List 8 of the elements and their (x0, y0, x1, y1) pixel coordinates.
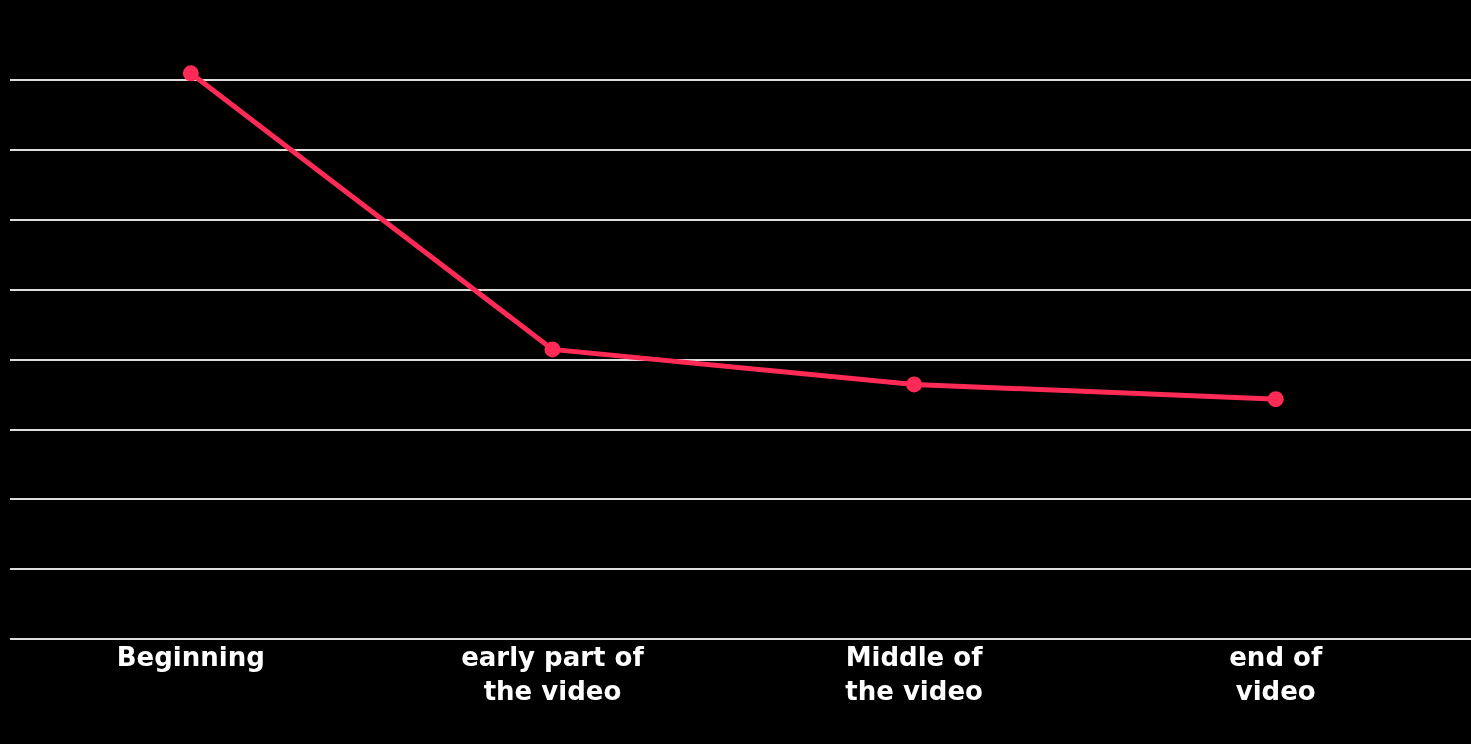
point (906, 376, 923, 393)
x-tick-label: Middle of the video (845, 642, 984, 706)
point (1267, 391, 1284, 408)
point (182, 65, 199, 82)
x-tick-label: early part of the video (461, 642, 645, 706)
x-tick-label: end of video (1229, 642, 1323, 706)
x-tick-label: Beginning (116, 642, 265, 672)
point (544, 341, 561, 358)
